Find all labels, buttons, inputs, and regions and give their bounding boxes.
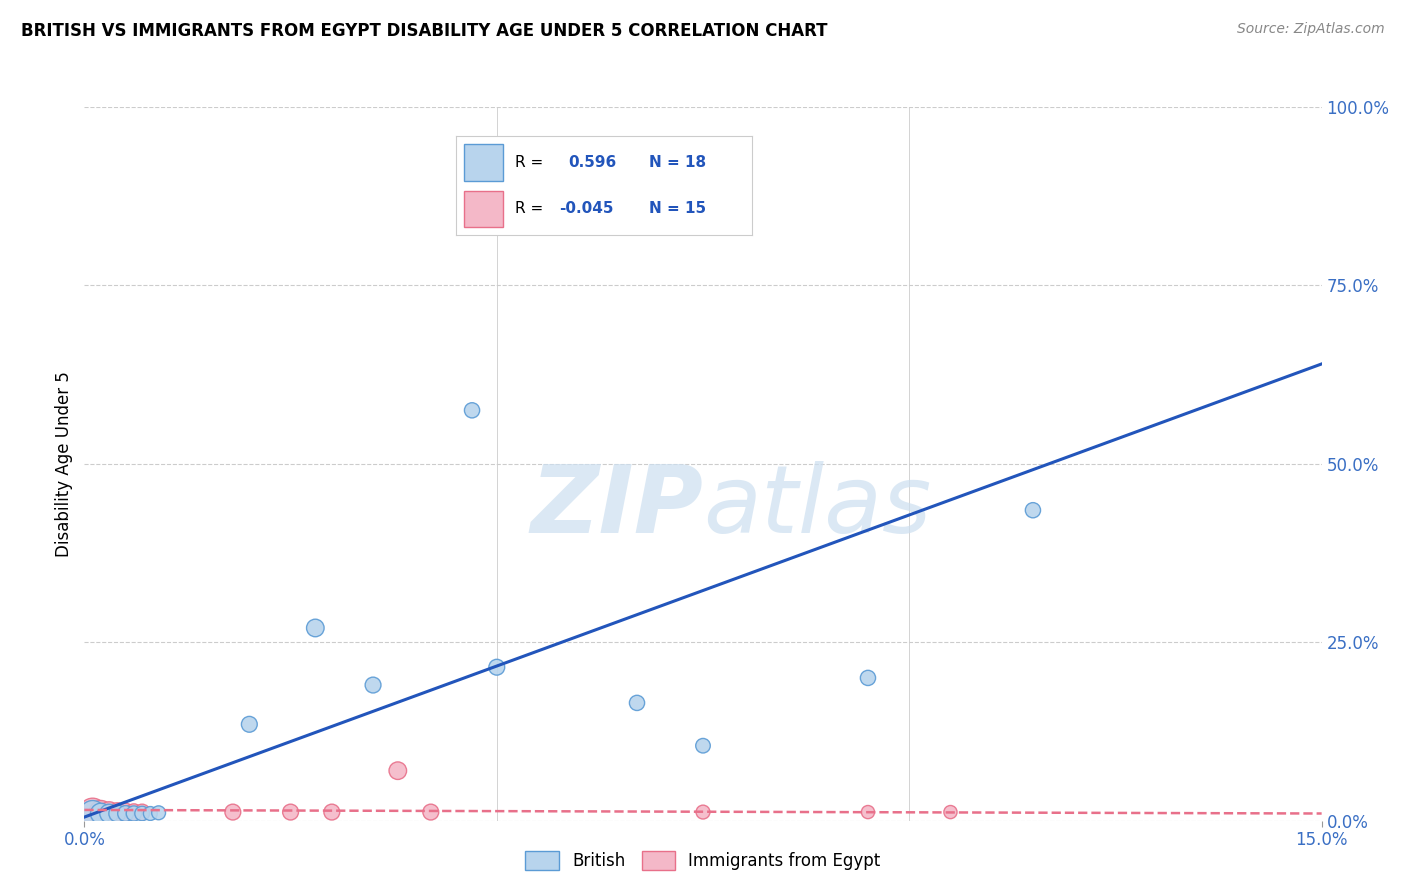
Point [1022, 503, 1045, 517]
Text: ZIP: ZIP [530, 460, 703, 553]
Point [82, 806, 104, 821]
Point [98, 805, 121, 819]
Point [321, 805, 343, 819]
Point [856, 671, 879, 685]
Text: BRITISH VS IMMIGRANTS FROM EGYPT DISABILITY AGE UNDER 5 CORRELATION CHART: BRITISH VS IMMIGRANTS FROM EGYPT DISABIL… [21, 22, 828, 40]
Point [122, 805, 145, 819]
Point [105, 806, 128, 821]
Point [238, 717, 260, 731]
Point [131, 805, 153, 819]
Text: Source: ZipAtlas.com: Source: ZipAtlas.com [1237, 22, 1385, 37]
Legend: British, Immigrants from Egypt: British, Immigrants from Egypt [519, 844, 887, 877]
Point [122, 806, 145, 821]
Y-axis label: Disability Age Under 5: Disability Age Under 5 [55, 371, 73, 557]
Point [304, 621, 326, 635]
Point [82, 805, 104, 819]
Point [90, 805, 112, 819]
Point [90, 806, 112, 821]
Point [114, 805, 136, 819]
Point [131, 806, 153, 821]
Point [485, 660, 508, 674]
Point [692, 805, 714, 819]
Point [114, 806, 136, 821]
Point [387, 764, 409, 778]
Point [280, 805, 302, 819]
Point [419, 805, 441, 819]
Point [139, 806, 162, 821]
Point [939, 805, 962, 819]
Point [361, 678, 384, 692]
Point [461, 403, 484, 417]
Point [105, 805, 128, 819]
Point [856, 805, 879, 819]
Point [692, 739, 714, 753]
Point [98, 806, 121, 821]
Point [148, 805, 170, 820]
Point [222, 805, 245, 819]
Text: atlas: atlas [703, 461, 931, 552]
Point [626, 696, 648, 710]
